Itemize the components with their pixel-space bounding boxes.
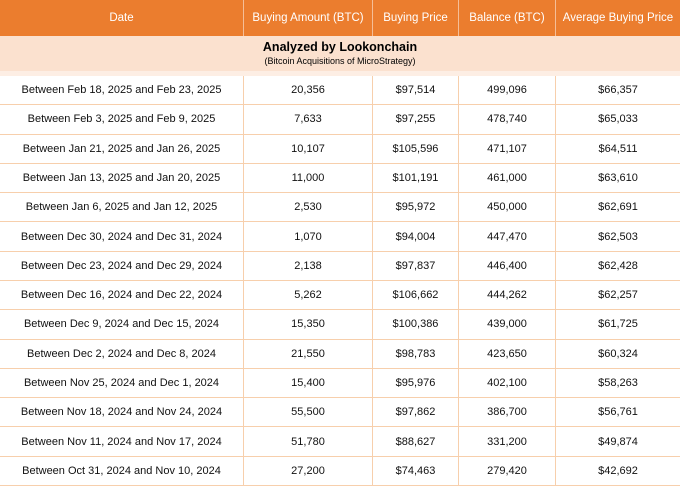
cell-balance: 447,470: [458, 222, 555, 251]
cell-balance: 446,400: [458, 251, 555, 280]
cell-buying-price: $97,514: [372, 76, 458, 105]
cell-average-buying-price: $49,874: [555, 427, 680, 456]
table-row: Between Jan 21, 2025 and Jan 26, 2025 10,…: [0, 133, 680, 163]
cell-buying-amount: 2,530: [243, 193, 372, 222]
analysis-banner: Analyzed by Lookonchain (Bitcoin Acquisi…: [0, 36, 680, 76]
table-row: Between Oct 31, 2024 and Nov 10, 2024 27,…: [0, 455, 680, 485]
cell-average-buying-price: $62,691: [555, 193, 680, 222]
cell-balance: 444,262: [458, 280, 555, 310]
cell-buying-price: $74,463: [372, 456, 458, 485]
table-header-row: Date Buying Amount (BTC) Buying Price Ba…: [0, 0, 680, 36]
table-row: Between Jan 6, 2025 and Jan 12, 2025 2,53…: [0, 192, 680, 222]
cell-balance: 386,700: [458, 398, 555, 427]
cell-balance: 279,420: [458, 456, 555, 485]
column-header-balance: Balance (BTC): [458, 0, 555, 36]
cell-buying-amount: 2,138: [243, 251, 372, 280]
cell-date: Between Dec 30, 2024 and Dec 31, 2024: [20, 230, 223, 243]
cell-buying-amount: 55,500: [243, 398, 372, 427]
cell-date: Between Feb 18, 2025 and Feb 23, 2025: [21, 84, 222, 97]
table-row: Between Feb 3, 2025 and Feb 9, 2025 7,633…: [0, 104, 680, 134]
cell-balance: 499,096: [458, 76, 555, 105]
cell-buying-price: $105,596: [372, 134, 458, 163]
table-body: Between Feb 18, 2025 and Feb 23, 2025 20,…: [0, 76, 680, 486]
cell-average-buying-price: $61,725: [555, 310, 680, 339]
table-row: Between Nov 18, 2024 and Nov 24, 2024 55,…: [0, 397, 680, 427]
cell-date: Between Jan 6, 2025 and Jan 12, 2025: [25, 201, 218, 214]
cell-balance: 461,000: [458, 163, 555, 193]
table-row: Between Dec 2, 2024 and Dec 8, 2024 21,55…: [0, 338, 680, 368]
cell-average-buying-price: $62,257: [555, 280, 680, 310]
cell-buying-price: $106,662: [372, 280, 458, 310]
cell-date: Between Dec 2, 2024 and Dec 8, 2024: [27, 347, 216, 360]
cell-buying-price: $97,862: [372, 398, 458, 427]
cell-buying-amount: 5,262: [243, 280, 372, 310]
column-header-average-buying-price: Average Buying Price: [555, 0, 680, 36]
cell-buying-amount: 21,550: [243, 339, 372, 368]
cell-buying-price: $98,783: [372, 339, 458, 368]
cell-balance: 331,200: [458, 427, 555, 456]
cell-buying-price: $101,191: [372, 163, 458, 193]
table-row: Between Nov 25, 2024 and Dec 1, 2024 15,4…: [0, 367, 680, 398]
cell-average-buying-price: $62,503: [555, 222, 680, 251]
cell-buying-amount: 15,400: [243, 368, 372, 398]
cell-average-buying-price: $66,357: [555, 76, 680, 105]
cell-date: Between Jan 13, 2025 and Jan 20, 2025: [22, 171, 221, 184]
banner-subtitle: (Bitcoin Acquisitions of MicroStrategy): [264, 55, 416, 66]
cell-buying-price: $94,004: [372, 222, 458, 251]
table-row: Between Dec 23, 2024 and Dec 29, 2024 2,1…: [0, 250, 680, 280]
cell-buying-amount: 20,356: [243, 76, 372, 105]
cell-buying-amount: 1,070: [243, 222, 372, 251]
cell-date: Between Dec 16, 2024 and Dec 22, 2024: [20, 289, 223, 302]
cell-buying-price: $88,627: [372, 427, 458, 456]
cell-buying-price: $97,255: [372, 105, 458, 134]
cell-average-buying-price: $42,692: [555, 456, 680, 485]
cell-date: Between Nov 18, 2024 and Nov 24, 2024: [20, 406, 223, 419]
cell-date: Between Nov 11, 2024 and Nov 17, 2024: [21, 435, 222, 448]
cell-buying-amount: 11,000: [243, 163, 372, 193]
cell-average-buying-price: $65,033: [555, 105, 680, 134]
cell-buying-price: $95,972: [372, 193, 458, 222]
table-row: Between Dec 30, 2024 and Dec 31, 2024 1,0…: [0, 221, 680, 251]
cell-balance: 478,740: [458, 105, 555, 134]
cell-buying-price: $95,976: [372, 368, 458, 398]
table-row: Between Dec 16, 2024 and Dec 22, 2024 5,2…: [0, 279, 680, 310]
cell-average-buying-price: $62,428: [555, 251, 680, 280]
column-header-buying-price: Buying Price: [372, 0, 458, 36]
cell-buying-price: $97,837: [372, 251, 458, 280]
cell-average-buying-price: $58,263: [555, 368, 680, 398]
table-row: Between Nov 11, 2024 and Nov 17, 2024 51,…: [0, 426, 680, 456]
cell-buying-amount: 27,200: [243, 456, 372, 485]
banner-title: Analyzed by Lookonchain: [262, 40, 418, 55]
cell-buying-price: $100,386: [372, 310, 458, 339]
cell-balance: 402,100: [458, 368, 555, 398]
cell-date: Between Jan 21, 2025 and Jan 26, 2025: [22, 142, 221, 155]
cell-balance: 450,000: [458, 193, 555, 222]
cell-buying-amount: 51,780: [243, 427, 372, 456]
cell-average-buying-price: $64,511: [555, 134, 680, 163]
cell-date: Between Feb 3, 2025 and Feb 9, 2025: [27, 113, 216, 126]
column-header-date: Date: [109, 12, 134, 24]
table-row: Between Dec 9, 2024 and Dec 15, 2024 15,3…: [0, 309, 680, 339]
cell-buying-amount: 7,633: [243, 105, 372, 134]
cell-date: Between Nov 25, 2024 and Dec 1, 2024: [23, 376, 220, 389]
cell-date: Between Dec 9, 2024 and Dec 15, 2024: [23, 318, 220, 331]
cell-balance: 471,107: [458, 134, 555, 163]
cell-average-buying-price: $63,610: [555, 163, 680, 193]
cell-buying-amount: 15,350: [243, 310, 372, 339]
table-row: Between Jan 13, 2025 and Jan 20, 2025 11,…: [0, 162, 680, 193]
cell-date: Between Dec 23, 2024 and Dec 29, 2024: [20, 259, 223, 272]
column-header-buying-amount: Buying Amount (BTC): [243, 0, 372, 36]
cell-date: Between Oct 31, 2024 and Nov 10, 2024: [22, 464, 221, 477]
cell-average-buying-price: $56,761: [555, 398, 680, 427]
table-row: Between Feb 18, 2025 and Feb 23, 2025 20,…: [0, 76, 680, 105]
cell-balance: 439,000: [458, 310, 555, 339]
cell-buying-amount: 10,107: [243, 134, 372, 163]
cell-balance: 423,650: [458, 339, 555, 368]
cell-average-buying-price: $60,324: [555, 339, 680, 368]
